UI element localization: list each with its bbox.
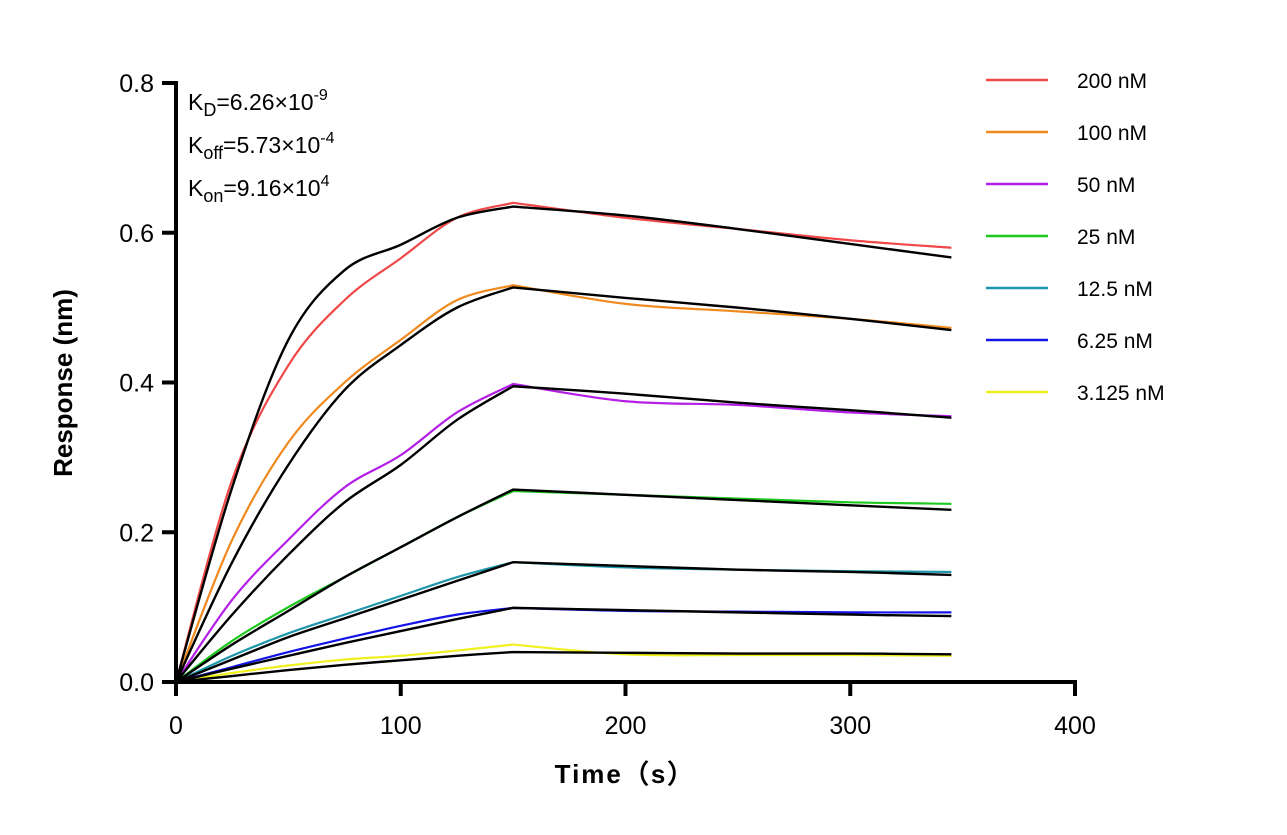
- x-tick-label: 0: [169, 712, 183, 740]
- legend-label: 100 nM: [1077, 122, 1147, 145]
- axes: 0 100 200 300 400 0.0 0.2 0.4 0.6 0.8: [119, 70, 1096, 740]
- fit-curve-100nM: [174, 286, 952, 683]
- data-curve-3_125nM: [175, 643, 952, 684]
- legend-item: 100 nM: [986, 122, 1147, 145]
- y-axis-title: Response (nm): [48, 289, 78, 477]
- x-tick-label: 400: [1054, 712, 1096, 740]
- legend-item: 200 nM: [986, 70, 1147, 93]
- legend-label: 3.125 nM: [1077, 382, 1165, 405]
- fit-curve-50nM: [175, 385, 952, 683]
- kinetic-constants: KD=6.26×10-9 Koff=5.73×10-4 Kon=9.16×104: [188, 87, 335, 206]
- x-tick-label: 100: [380, 712, 422, 740]
- fit-curve-25nM: [175, 488, 952, 683]
- legend: 200 nM 100 nM 50 nM 25 nM 12.5 nM 6.25 nM 3.12…: [986, 70, 1165, 405]
- legend-item: 3.125 nM: [986, 382, 1165, 405]
- kinetic-constant-D: KD=6.26×10-9: [188, 87, 328, 120]
- y-tick-label: 0.6: [119, 220, 154, 248]
- x-tick-label: 300: [829, 712, 871, 740]
- data-curve-100nM: [174, 284, 952, 683]
- fit-curve-12_5nM: [175, 560, 952, 684]
- legend-item: 12.5 nM: [986, 278, 1153, 301]
- legend-label: 12.5 nM: [1077, 278, 1153, 301]
- fit-curve-3_125nM: [175, 650, 952, 684]
- legend-item: 6.25 nM: [986, 330, 1153, 353]
- x-axis-title: Time（s）: [555, 759, 696, 789]
- y-tick-label: 0.4: [119, 370, 154, 398]
- data-curve-6_25nM: [175, 606, 952, 684]
- legend-label: 200 nM: [1077, 70, 1147, 93]
- plot-area: [174, 201, 952, 684]
- legend-item: 25 nM: [986, 226, 1135, 249]
- legend-label: 6.25 nM: [1077, 330, 1153, 353]
- legend-label: 25 nM: [1077, 226, 1135, 249]
- y-tick-label: 0.0: [119, 669, 154, 697]
- legend-label: 50 nM: [1077, 174, 1135, 197]
- y-tick-label: 0.8: [119, 70, 154, 98]
- x-tick-label: 200: [605, 712, 647, 740]
- legend-item: 50 nM: [986, 174, 1135, 197]
- y-tick-label: 0.2: [119, 519, 154, 547]
- kinetic-constant-on: Kon=9.16×104: [188, 173, 330, 206]
- fit-curve-6_25nM: [175, 606, 952, 684]
- data-curve-50nM: [175, 382, 952, 683]
- fit-curve-200nM: [174, 205, 952, 683]
- kinetic-constant-off: Koff=5.73×10-4: [188, 130, 335, 163]
